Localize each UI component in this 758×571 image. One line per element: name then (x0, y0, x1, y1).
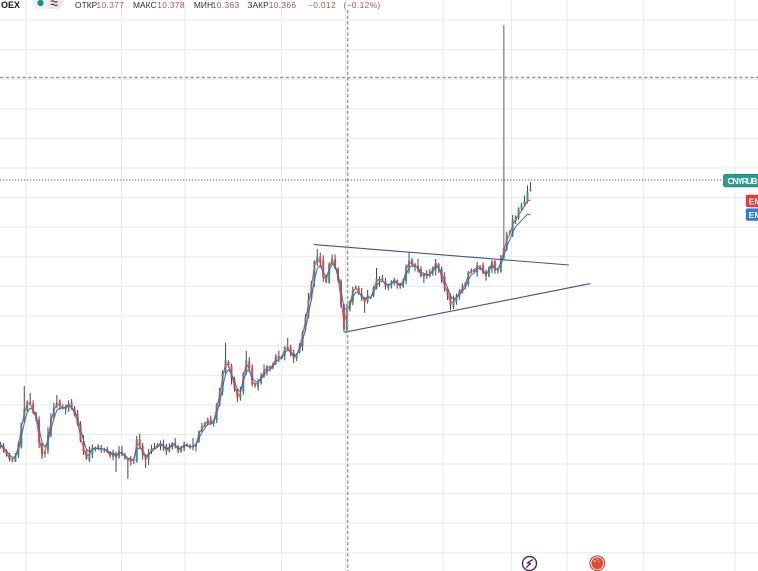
svg-text:EM: EM (749, 210, 758, 220)
svg-text:EM: EM (749, 196, 758, 206)
svg-text:CNYRUB: CNYRUB (728, 176, 758, 186)
